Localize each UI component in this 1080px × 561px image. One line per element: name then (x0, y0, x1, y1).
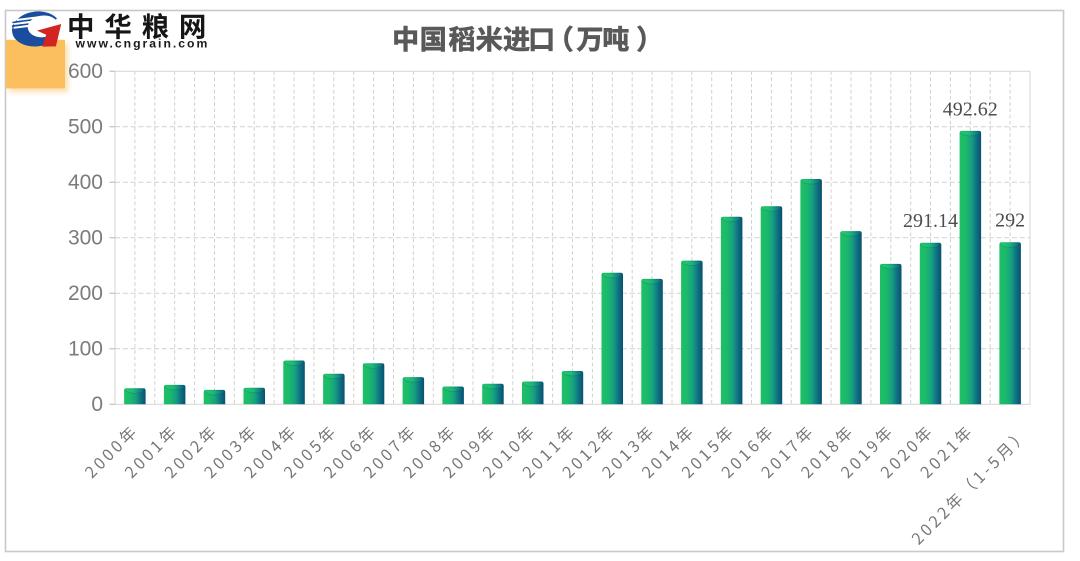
svg-text:292: 292 (995, 210, 1025, 232)
svg-text:500: 500 (68, 116, 103, 139)
svg-text:300: 300 (68, 227, 103, 250)
svg-text:0: 0 (91, 393, 103, 416)
svg-text:www.cngrain.com: www.cngrain.com (75, 36, 210, 50)
svg-text:291.14: 291.14 (903, 210, 958, 232)
svg-text:600: 600 (68, 60, 103, 83)
svg-text:400: 400 (68, 171, 103, 194)
svg-text:100: 100 (68, 338, 103, 361)
svg-text:492.62: 492.62 (943, 98, 998, 120)
svg-text:200: 200 (68, 282, 103, 305)
